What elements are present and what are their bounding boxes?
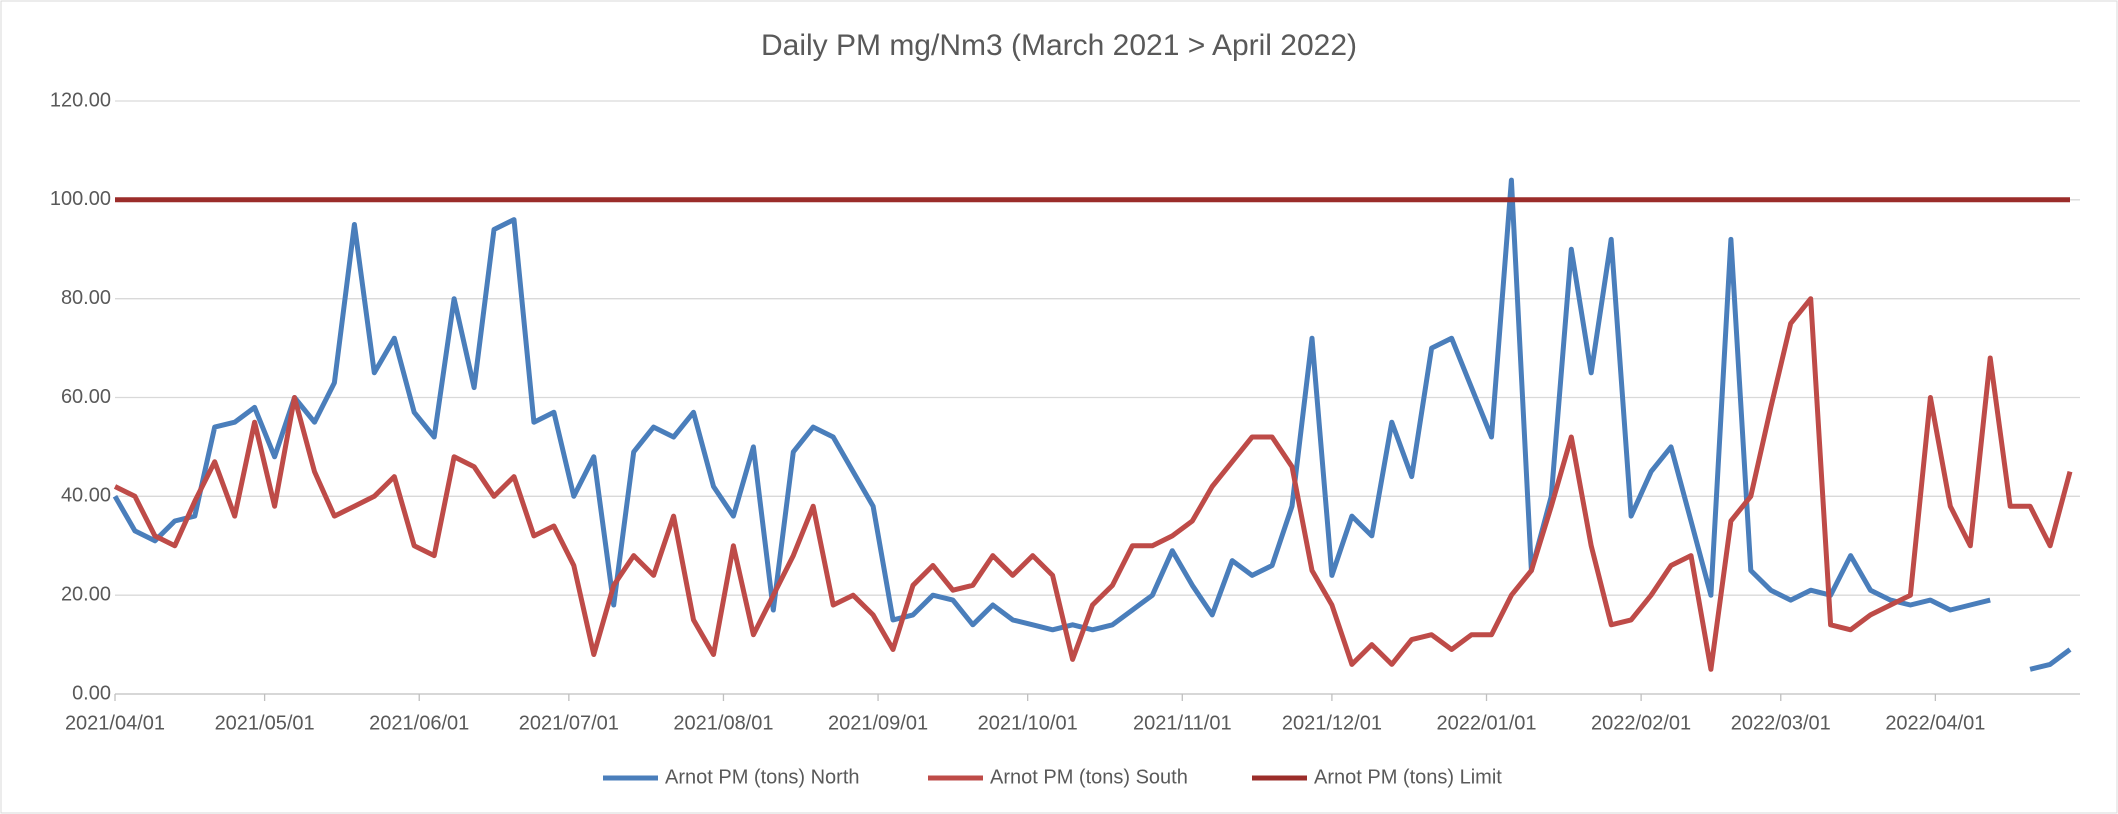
x-tick-label: 2022/03/01 [1731, 712, 1831, 734]
y-tick-label: 40.00 [61, 485, 111, 507]
legend-label: Arnot PM (tons) Limit [1314, 766, 1502, 788]
series-line [2029, 647, 2072, 672]
x-tick-label: 2021/07/01 [519, 712, 619, 734]
y-tick-label: 80.00 [61, 287, 111, 309]
legend-label: Arnot PM (tons) North [665, 766, 860, 788]
x-tick-label: 2021/09/01 [828, 712, 928, 734]
y-tick-label: 120.00 [50, 89, 111, 111]
x-tick-label: 2021/08/01 [673, 712, 773, 734]
y-tick-label: 60.00 [61, 386, 111, 408]
x-tick-label: 2021/12/01 [1282, 712, 1382, 734]
x-tick-label: 2021/04/01 [65, 712, 165, 734]
x-tick-label: 2021/05/01 [215, 712, 315, 734]
x-tick-label: 2021/06/01 [369, 712, 469, 734]
legend-label: Arnot PM (tons) South [990, 766, 1188, 788]
y-tick-label: 0.00 [72, 682, 111, 704]
x-tick-label: 2022/01/01 [1436, 712, 1536, 734]
x-tick-label: 2021/11/01 [1133, 712, 1232, 734]
chart-title: Daily PM mg/Nm3 (March 2021 > April 2022… [761, 29, 1357, 62]
x-tick-label: 2021/10/01 [978, 712, 1078, 734]
series-line [112, 177, 1991, 633]
y-tick-label: 100.00 [50, 188, 111, 210]
x-tick-label: 2022/04/01 [1885, 712, 1985, 734]
y-tick-label: 20.00 [61, 583, 111, 605]
series-line [113, 296, 2073, 672]
x-tick-label: 2022/02/01 [1591, 712, 1691, 734]
